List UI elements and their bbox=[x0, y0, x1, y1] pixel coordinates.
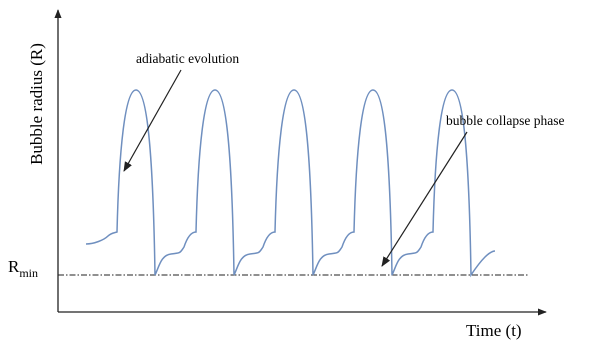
y-axis-label: Bubble radius (R) bbox=[27, 43, 46, 165]
rmin-label-sub: min bbox=[19, 266, 38, 280]
annotation-collapse: bubble collapse phase bbox=[446, 113, 564, 128]
adiabatic-arrow bbox=[123, 69, 182, 172]
x-axis-label: Time (t) bbox=[466, 321, 522, 340]
collapse-arrow bbox=[381, 131, 468, 267]
rmin-label: Rmin bbox=[8, 257, 38, 280]
rmin-label-main: R bbox=[8, 257, 20, 276]
radius-curve bbox=[85, 89, 496, 278]
annotation-adiabatic: adiabatic evolution bbox=[136, 51, 239, 66]
